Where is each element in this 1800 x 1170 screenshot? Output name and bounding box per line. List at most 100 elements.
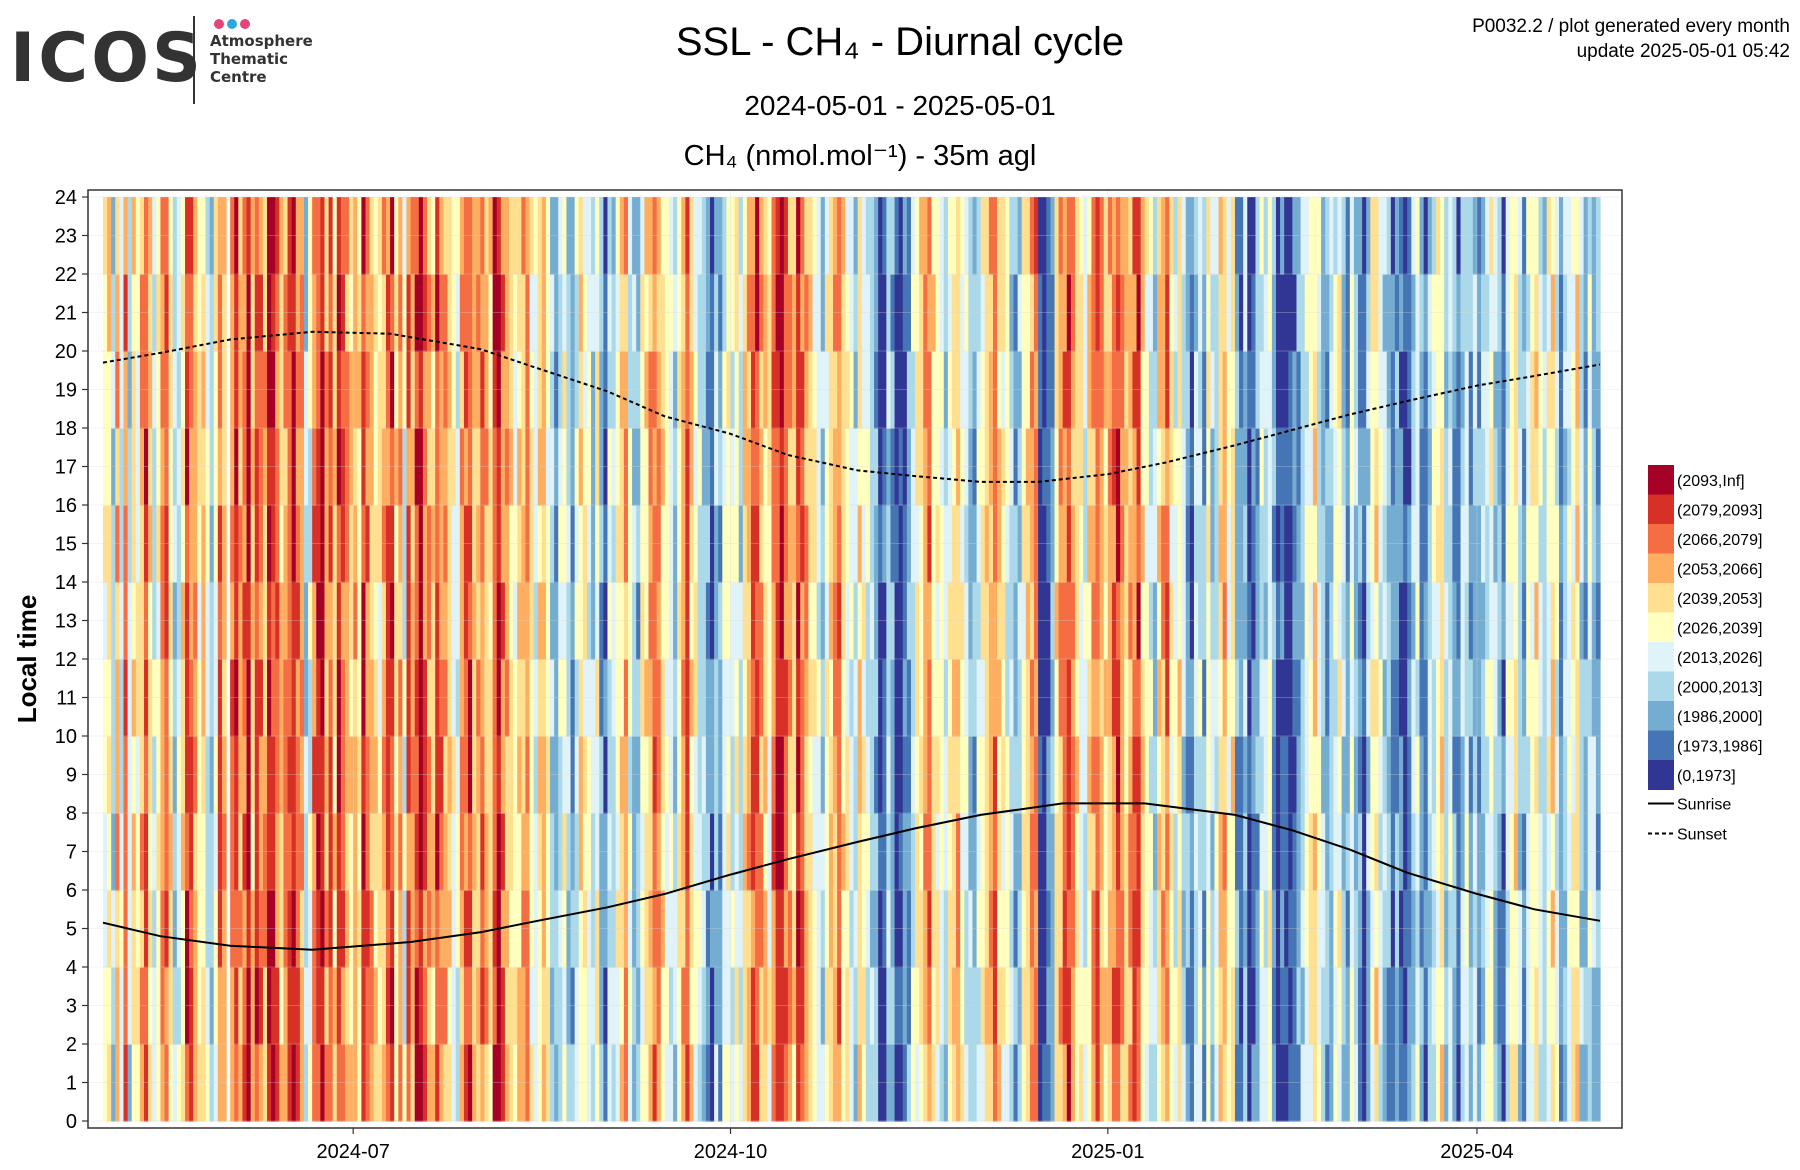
heatmap-cell: [1333, 1044, 1339, 1122]
legend-label: (2039,2053]: [1677, 591, 1762, 608]
heatmap-cell: [316, 1044, 321, 1122]
heatmap-cell: [1468, 1044, 1474, 1122]
heatmap-cell: [1148, 1044, 1154, 1122]
heatmap-cell: [262, 1044, 268, 1122]
heatmap-cell: [176, 1044, 182, 1122]
heatmap-cell: [472, 1044, 477, 1122]
heatmap-cell: [1427, 1044, 1433, 1122]
heatmap-cell: [845, 1044, 851, 1122]
heatmap-cell: [1234, 1044, 1240, 1122]
heatmap-cell: [1464, 1044, 1470, 1122]
logo-dot-pink: [214, 19, 224, 29]
heatmap-cell: [1239, 1044, 1244, 1122]
heatmap-cell: [554, 1044, 559, 1122]
heatmap-cell: [582, 1044, 588, 1122]
heatmap-cell: [1509, 1044, 1515, 1122]
heatmap-cell: [734, 1044, 740, 1122]
heatmap-cell: [1140, 1044, 1146, 1122]
heatmap-cell: [1349, 1044, 1355, 1122]
heatmap-cell: [636, 1044, 641, 1122]
y-tick-label: 17: [55, 457, 77, 479]
legend-label-sunrise: Sunrise: [1677, 797, 1731, 814]
heatmap-cell: [591, 1044, 596, 1122]
heatmap-cell: [271, 1044, 276, 1122]
logo-line-2: Thematic: [210, 50, 289, 68]
heatmap-cell: [837, 1044, 842, 1122]
heatmap-cell: [718, 1044, 723, 1122]
heatmap-cell: [1111, 1044, 1117, 1122]
x-tick-label: 2024-07: [316, 1141, 389, 1163]
heatmap-cell: [993, 1044, 998, 1122]
heatmap-cell: [627, 1044, 633, 1122]
logo-wordmark: ICOS: [10, 19, 204, 98]
heatmap-cell: [398, 1044, 403, 1122]
heatmap-cell: [504, 1044, 510, 1122]
plot-label: CH₄ (nmol.mol⁻¹) - 35m agl: [683, 140, 1037, 172]
legend-label: (2053,2066]: [1677, 562, 1762, 579]
heatmap-cell: [800, 1044, 805, 1122]
y-tick-label: 19: [55, 380, 77, 402]
heatmap-cell: [308, 1044, 313, 1122]
heatmap-cell: [1485, 1044, 1490, 1122]
heatmap-cell: [652, 1044, 658, 1122]
heatmap-cell: [320, 1044, 326, 1122]
heatmap-cell: [919, 1044, 924, 1122]
heatmap-cell: [455, 1044, 461, 1122]
heatmap-cell: [1538, 1044, 1544, 1122]
y-tick-label: 10: [55, 726, 77, 748]
heatmap-cell: [156, 1044, 162, 1122]
heatmap-cell: [1489, 1044, 1494, 1122]
heatmap-cell: [997, 1044, 1002, 1122]
heatmap-cell: [1501, 1044, 1507, 1122]
heatmap-cell: [701, 1044, 707, 1122]
heatmap-cell: [131, 1044, 137, 1122]
legend-swatch: [1648, 494, 1674, 525]
heatmap-cell: [1522, 1044, 1527, 1122]
heatmap-cell: [1001, 1044, 1006, 1122]
heatmap-cell: [152, 1044, 157, 1122]
heatmap-cell: [705, 1044, 711, 1122]
heatmap-cell: [541, 1044, 547, 1122]
heatmap-cell: [164, 1044, 170, 1122]
heatmap-cell: [180, 1044, 186, 1122]
heatmap-cell: [545, 1044, 551, 1122]
heatmap-cell: [332, 1044, 338, 1122]
heatmap-cell: [1275, 1044, 1281, 1122]
heatmap-cell: [923, 1044, 928, 1122]
legend-swatch: [1648, 524, 1674, 554]
heatmap-cell: [205, 1044, 211, 1122]
heatmap-cell: [603, 1044, 609, 1122]
heatmap-cell: [139, 1044, 145, 1122]
legend-label-sunset: Sunset: [1677, 827, 1727, 844]
heatmap-cell: [1370, 1044, 1376, 1122]
heatmap-cell: [1563, 1044, 1568, 1122]
legend-swatch: [1648, 760, 1674, 790]
heatmap-cell: [1050, 1044, 1056, 1122]
heatmap-cell: [209, 1044, 215, 1122]
y-tick-label: 6: [66, 880, 77, 902]
heatmap-cell: [714, 1044, 719, 1122]
heatmap-cell: [509, 1044, 514, 1122]
heatmap-cell: [763, 1044, 769, 1122]
heatmap-cell: [951, 1044, 957, 1122]
heatmap-cell: [681, 1044, 686, 1122]
heatmap-cell: [615, 1044, 621, 1122]
heatmap-cell: [115, 1044, 120, 1122]
meta-line-1: P0032.2 / plot generated every month: [1472, 16, 1790, 37]
heatmap-cell: [861, 1044, 867, 1122]
heatmap-cell: [381, 1044, 387, 1122]
heatmap-cell: [1304, 1044, 1310, 1122]
heatmap-cell: [931, 1044, 937, 1122]
heatmap-cell: [1177, 1044, 1183, 1122]
heatmap-cell: [1161, 1044, 1166, 1122]
heatmap-cell: [644, 1044, 650, 1122]
heatmap-cell: [1271, 1044, 1277, 1122]
heatmap-cell: [189, 1044, 194, 1122]
y-tick-label: 14: [55, 572, 77, 594]
heatmap-cell: [340, 1044, 346, 1122]
heatmap-cell: [107, 1044, 112, 1122]
heatmap-cell: [611, 1044, 617, 1122]
heatmap-cell: [111, 1044, 116, 1122]
heatmap-cell: [1382, 1044, 1388, 1122]
